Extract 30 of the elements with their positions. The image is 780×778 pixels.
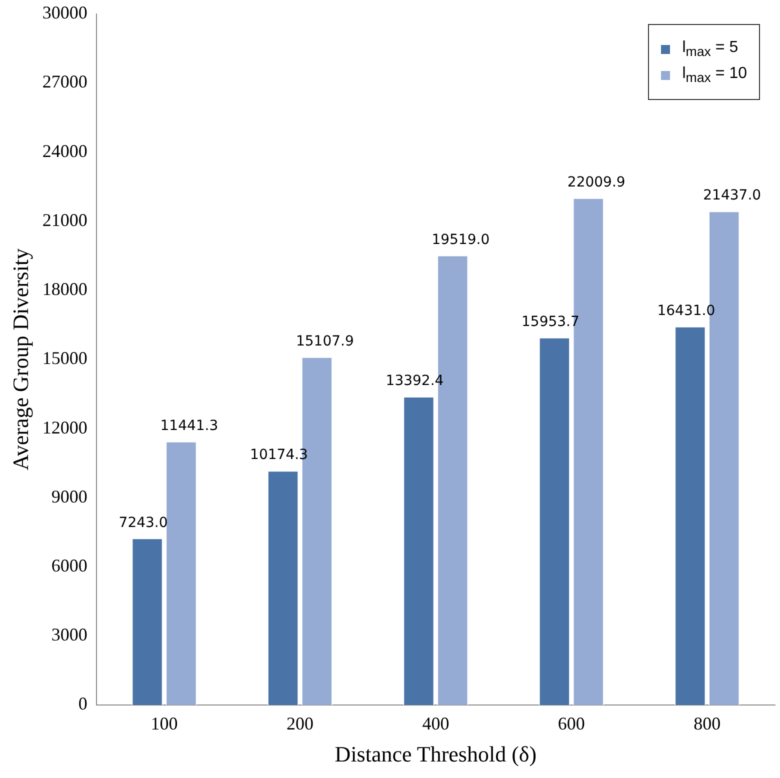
y-tick-label: 18000	[42, 279, 88, 300]
data-label: 15953.7	[522, 314, 580, 330]
x-tick-label: 400	[422, 714, 450, 734]
data-label: 19519.0	[432, 232, 490, 248]
y-axis-title: Average Group Diversity	[8, 248, 33, 470]
data-label: 16431.0	[657, 303, 716, 320]
x-tick-label: 100	[150, 714, 178, 734]
y-tick-label: 30000	[42, 2, 88, 23]
legend-label: l$_{max}$ = 10	[682, 65, 747, 86]
data-label: 13392.4	[386, 373, 444, 390]
y-tick-label: 15000	[42, 348, 88, 368]
x-tick-label: 600	[558, 714, 585, 734]
data-label: 21437.0	[703, 188, 762, 204]
y-tick-label: 24000	[42, 140, 88, 161]
y-tick-label: 9000	[51, 486, 88, 506]
legend-label: l$_{max}$ = 5	[682, 39, 738, 60]
y-tick-label: 12000	[42, 417, 88, 438]
y-tick-label: 6000	[51, 555, 88, 576]
x-axis-title: Distance Threshold (δ)	[334, 742, 537, 767]
data-label: 7243.0	[118, 514, 168, 531]
x-tick-label: 200	[286, 714, 314, 734]
data-label: 11441.3	[160, 418, 218, 434]
x-tick-label: 800	[694, 714, 721, 734]
y-tick-label: 3000	[51, 624, 88, 645]
y-tick-label: 21000	[42, 210, 88, 230]
data-label: 22009.9	[567, 174, 626, 191]
y-tick-label: 27000	[42, 72, 88, 92]
y-tick-label: 0	[78, 694, 88, 714]
data-label: 10174.3	[250, 447, 308, 464]
data-label: 15107.9	[296, 334, 354, 350]
